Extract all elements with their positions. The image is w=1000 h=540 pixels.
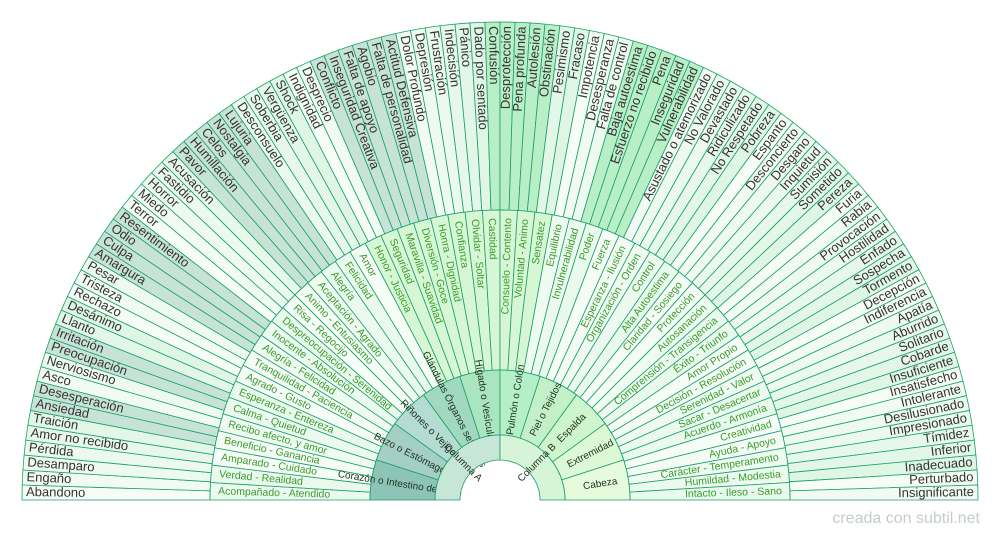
outer-label: Confusión (486, 26, 502, 85)
outer-label: Pánico (456, 27, 474, 68)
outer-label: Inferior (930, 439, 973, 458)
outer-label: Pena profunda (510, 25, 529, 112)
column-ring: Columna A Columna B (434, 434, 566, 501)
organ-label: Cabeza (582, 476, 618, 492)
middle-label: Consuelo - Contento (499, 218, 514, 315)
middle-label: Castidad (486, 218, 499, 260)
outer-label: Desprotección (498, 26, 514, 109)
outer-label: Perturbado (909, 469, 974, 487)
outer-label: Engaño (26, 469, 71, 486)
outer-label: Tímidez (922, 425, 970, 446)
outer-label: Inadecuado (904, 454, 973, 474)
column-segment (499, 434, 566, 501)
outer-label: Insignificante (898, 484, 974, 500)
middle-label: Acompañado - Atendido (218, 485, 331, 500)
outer-label: Abandono (26, 484, 86, 500)
footer-credit: creada con subtil.net (832, 510, 980, 527)
middle-label: Intacto - Ileso - Sano (685, 485, 782, 500)
outer-label: Autolesión (524, 27, 544, 89)
